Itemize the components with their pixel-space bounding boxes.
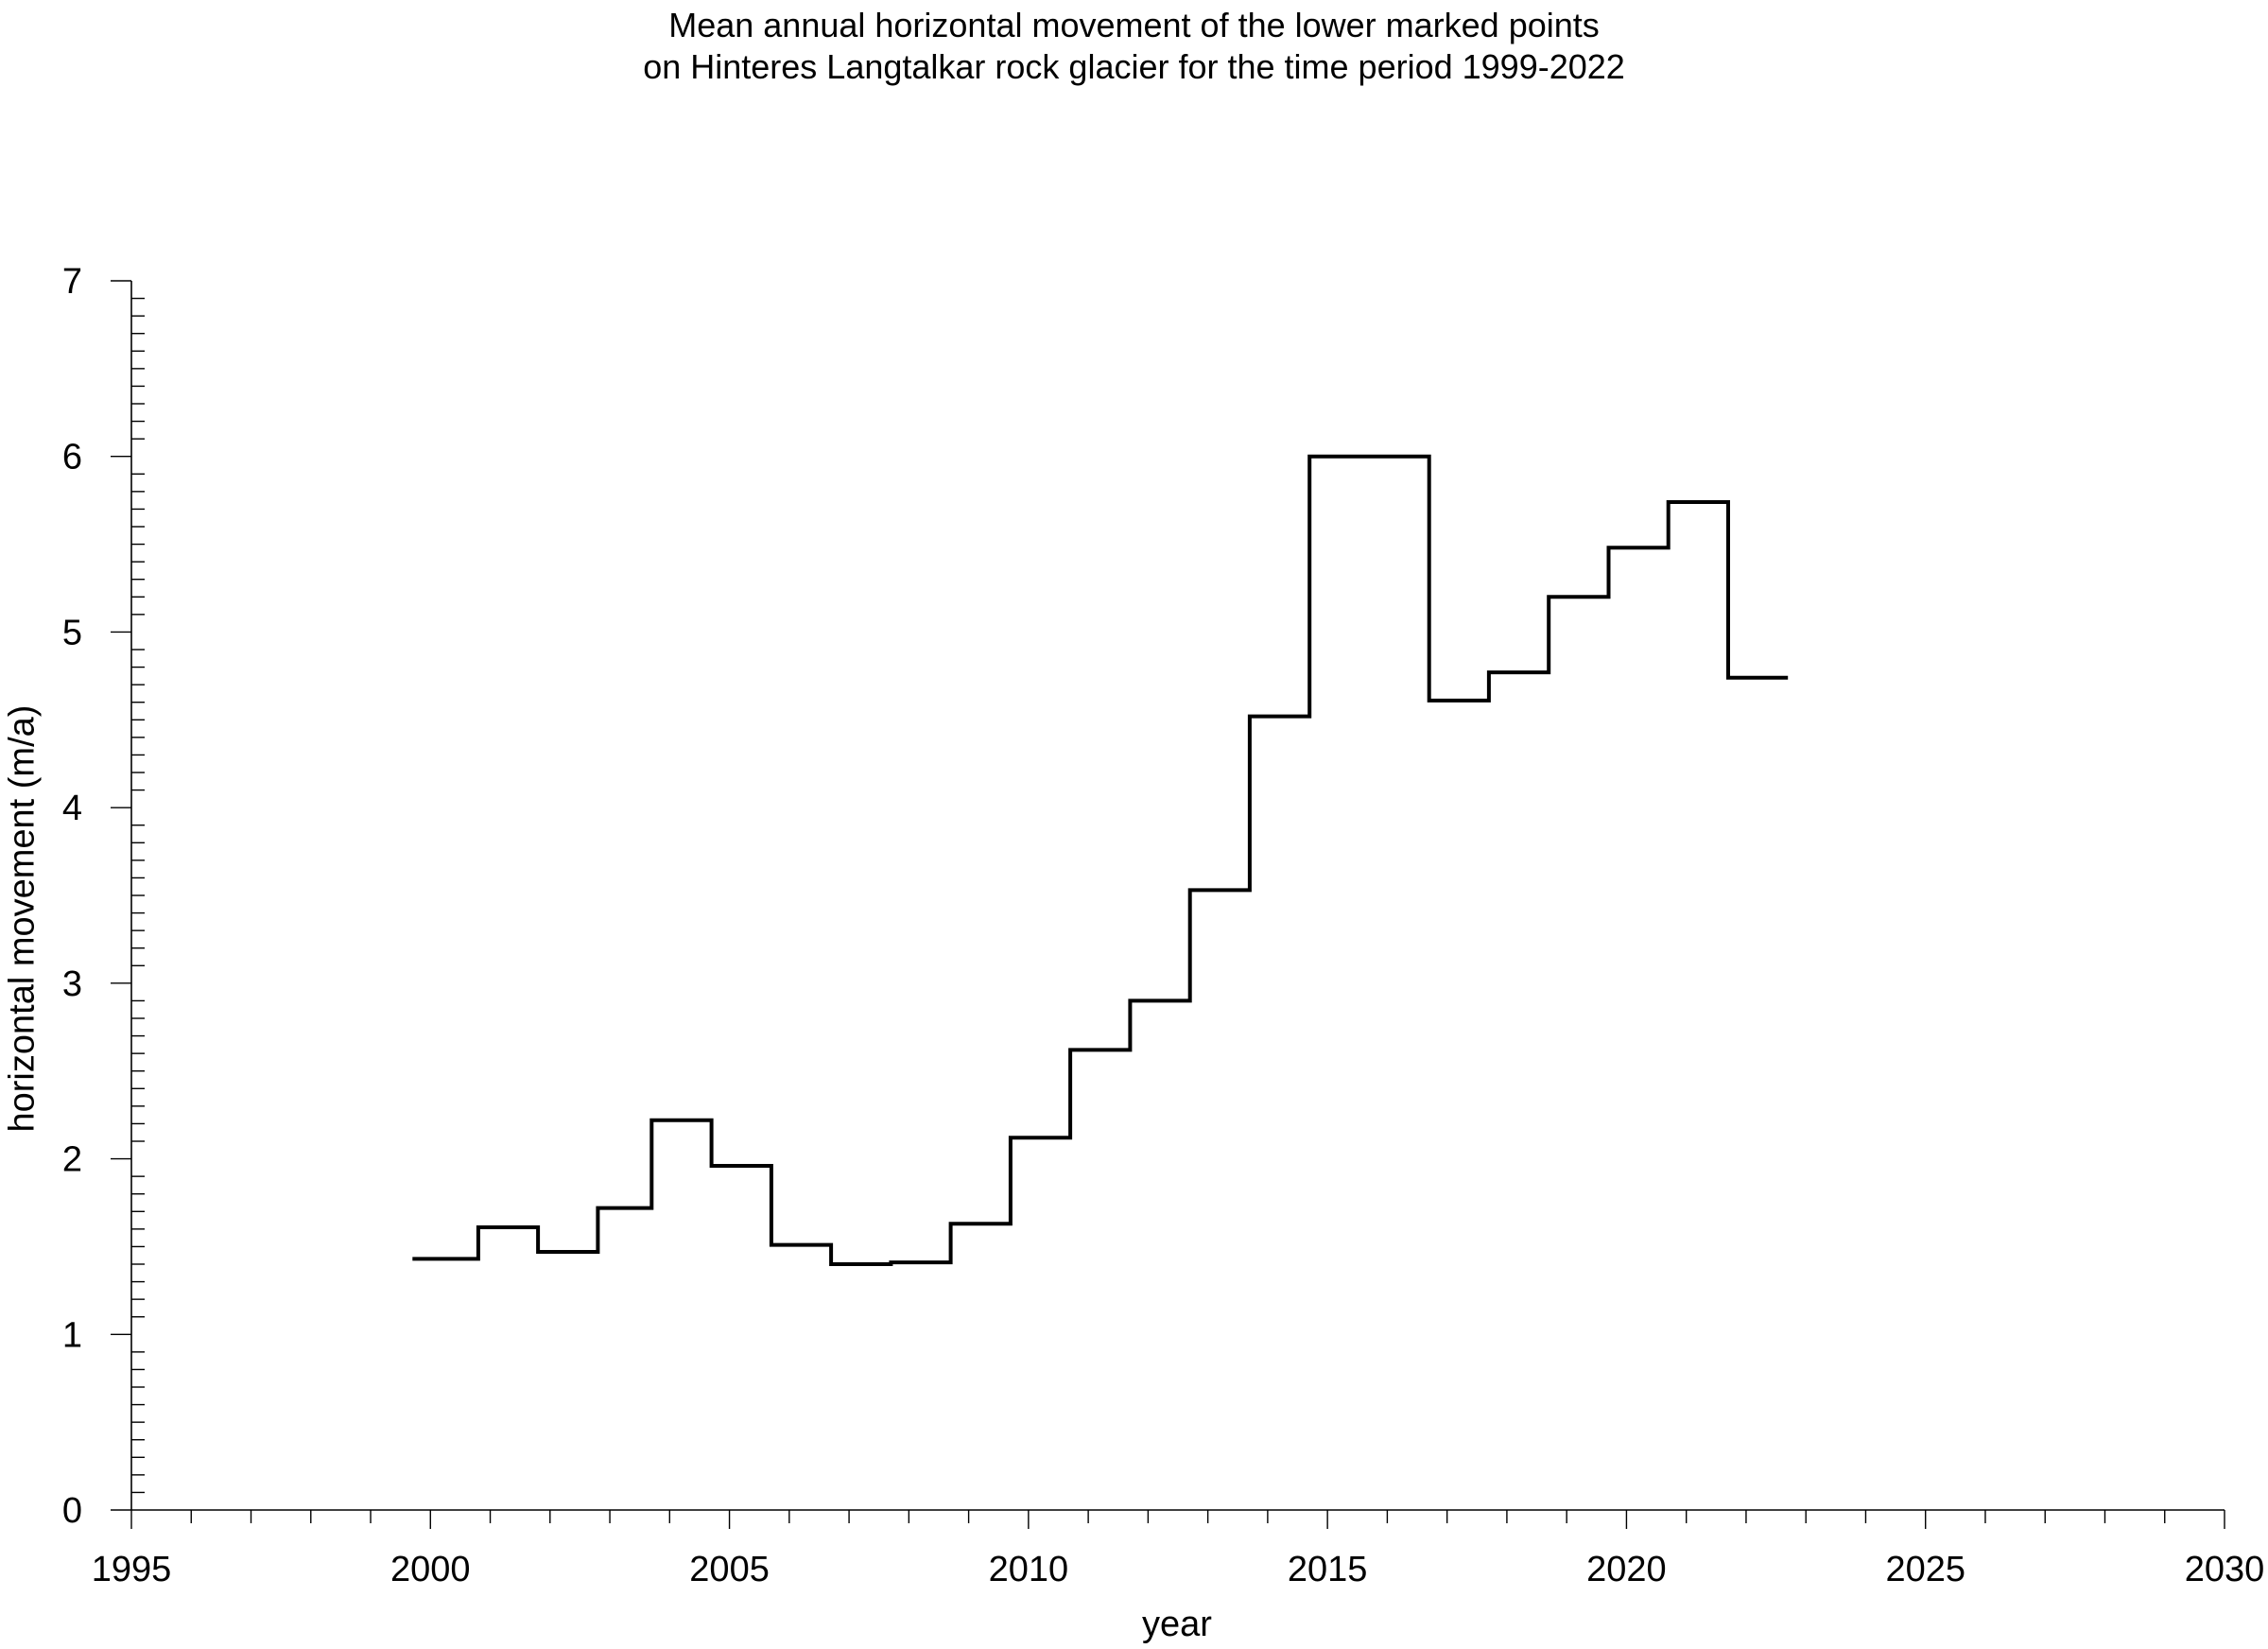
- y-tick-label: 2: [62, 1140, 82, 1180]
- x-tick-label: 2015: [1288, 1550, 1368, 1589]
- chart-title: Mean annual horizontal movement of the l…: [668, 6, 1600, 44]
- y-tick-label: 0: [62, 1491, 82, 1531]
- x-tick-labels: 1995 2000 2005 2010 2015 2020 2025 2030: [92, 1550, 2265, 1589]
- x-axis-label: year: [1142, 1605, 1212, 1644]
- x-tick-label: 2010: [989, 1550, 1069, 1589]
- y-tick-label: 3: [62, 964, 82, 1004]
- series-step-line: [412, 454, 1789, 1266]
- y-tick-labels: 0 1 2 3 4 5 6 7: [62, 262, 82, 1531]
- x-tick-label: 2005: [689, 1550, 770, 1589]
- x-tick-label: 1995: [92, 1550, 172, 1589]
- x-tick-label: 2025: [1885, 1550, 1965, 1589]
- x-tick-label: 2000: [390, 1550, 471, 1589]
- y-tick-label: 5: [62, 613, 82, 652]
- y-tick-label: 4: [62, 789, 82, 828]
- series-group: [412, 454, 1789, 1266]
- y-tick-label: 7: [62, 262, 82, 302]
- x-tick-label: 2030: [2185, 1550, 2265, 1589]
- y-tick-label: 6: [62, 438, 82, 477]
- chart-subtitle: on Hinteres Langtalkar rock glacier for …: [643, 47, 1625, 86]
- y-tick-label: 1: [62, 1315, 82, 1355]
- chart-axes: [111, 280, 2225, 1529]
- x-tick-label: 2020: [1586, 1550, 1667, 1589]
- y-axis-label: horizontal movement (m/a): [2, 704, 43, 1133]
